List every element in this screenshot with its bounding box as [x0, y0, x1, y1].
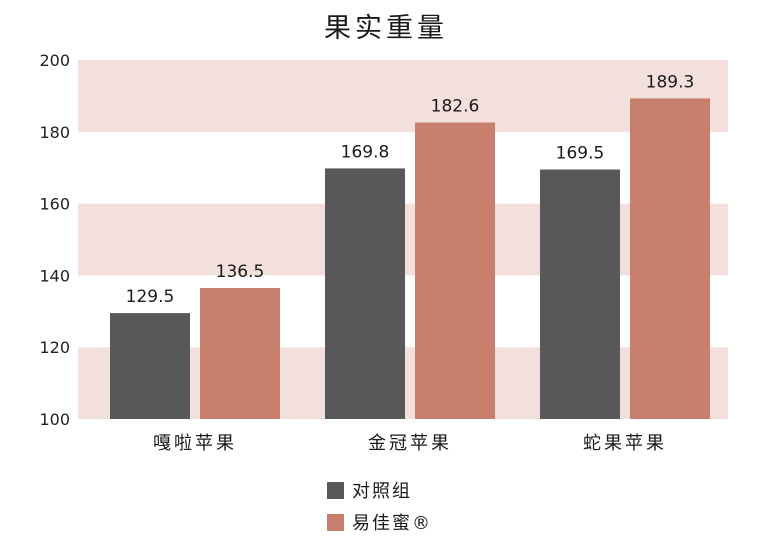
legend-label: 对照组: [352, 481, 412, 502]
data-labels: 129.5 169.8 169.5 136.5 182.6 189.3: [126, 72, 695, 307]
y-tick-label: 180: [39, 123, 70, 142]
bars: [110, 98, 710, 420]
y-tick-label: 100: [39, 410, 70, 429]
x-category-label: 嘎啦苹果: [153, 433, 237, 454]
data-label: 182.6: [431, 96, 480, 116]
legend-swatch: [327, 482, 344, 499]
bar: [630, 98, 710, 420]
background-band: [78, 60, 728, 132]
data-label: 129.5: [126, 287, 175, 307]
bar: [325, 168, 405, 419]
data-label: 136.5: [216, 262, 265, 282]
y-tick-label: 200: [39, 51, 70, 70]
bar: [110, 313, 190, 419]
data-label: 189.3: [646, 72, 695, 92]
y-tick-label: 120: [39, 338, 70, 357]
y-axis-ticks: 100 120 140 160 180 200: [39, 51, 70, 429]
y-tick-label: 140: [39, 266, 70, 285]
bar: [200, 287, 280, 419]
data-label: 169.8: [341, 142, 390, 162]
y-tick-label: 160: [39, 195, 70, 214]
x-axis-categories: 嘎啦苹果 金冠苹果 蛇果苹果: [153, 433, 667, 454]
x-category-label: 蛇果苹果: [583, 433, 667, 454]
legend-swatch: [327, 514, 344, 531]
data-label: 169.5: [556, 143, 605, 163]
bar: [540, 169, 620, 419]
legend-label: 易佳蜜®: [352, 513, 432, 534]
chart-title: 果实重量: [324, 13, 448, 44]
x-category-label: 金冠苹果: [368, 433, 452, 454]
bar: [415, 122, 495, 419]
